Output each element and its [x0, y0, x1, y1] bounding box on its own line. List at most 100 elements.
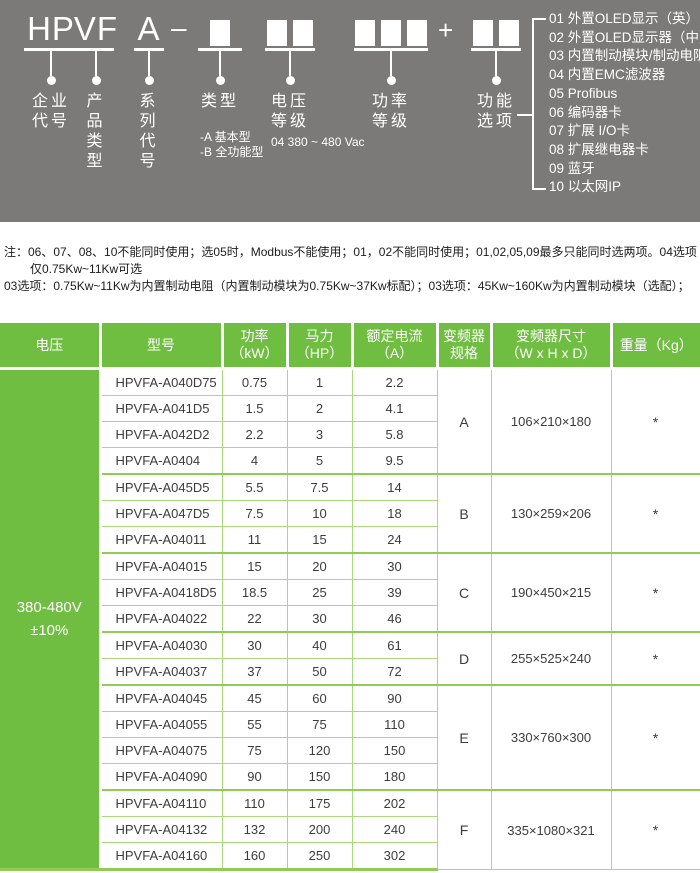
dims-group-cell: 106×210×180 [490, 367, 612, 475]
table-row: HPVFA-A04090 90 150 180 [0, 763, 700, 791]
kw-cell: 90 [221, 763, 288, 791]
weight-group-cell: * [610, 473, 700, 554]
hp-cell: 40 [286, 631, 353, 659]
hp-cell: 150 [286, 763, 353, 791]
model-cell: HPVFA-A0404 [99, 447, 223, 475]
underline [78, 48, 114, 51]
type-label: 类型 [200, 93, 239, 110]
connector-line [148, 51, 150, 76]
placeholder-box [407, 20, 427, 46]
table-row: HPVFA-A047D5 7.5 10 18 [0, 500, 700, 527]
table-row: HPVFA-A04022 22 30 46 [0, 605, 700, 633]
connector-dot [144, 76, 154, 85]
kw-cell: 132 [221, 816, 288, 843]
hp-cell: 175 [286, 789, 353, 817]
underline [198, 48, 242, 51]
option-item: 04 内置EMC滤波器 [549, 67, 666, 83]
code-part-series: A 系列 代号 [134, 10, 164, 172]
dash-separator: – [171, 12, 187, 43]
connector-line [95, 51, 97, 76]
hp-cell: 2 [286, 395, 353, 422]
model-cell: HPVFA-A04090 [99, 763, 223, 791]
connector-dot [215, 76, 225, 85]
kw-cell: 22 [221, 605, 288, 633]
placeholder-boxes [267, 14, 313, 46]
model-cell: HPVFA-A04015 [99, 552, 223, 580]
option-item: 03 内置制动模块/制动电阻 [549, 48, 700, 64]
table-row: HPVFA-A04132 132 200 240 [0, 816, 700, 843]
table-row: HPVFA-A04015 15 20 30 C 190×450×215 * [0, 552, 700, 633]
amps-cell: 202 [351, 789, 438, 817]
dims-group-cell: 255×525×240 [490, 631, 612, 686]
option-item: 10 以太网IP [549, 179, 622, 195]
placeholder-boxes [210, 14, 230, 46]
kw-cell: 37 [221, 658, 288, 686]
col-header-dims: 变频器尺寸 （W x H x D） [489, 323, 613, 370]
code-part-product: VF 产品 类型 [74, 12, 117, 172]
amps-cell: 46 [351, 605, 438, 633]
amps-cell: 90 [351, 684, 438, 712]
underline [265, 48, 315, 51]
hp-cell: 200 [286, 816, 353, 843]
series-code-label: 系列 代号 [139, 93, 159, 170]
placeholder-box [473, 20, 493, 46]
table-row: HPVFA-A04075 75 120 150 [0, 737, 700, 764]
amps-cell: 24 [351, 526, 438, 554]
model-cell: HPVFA-A047D5 [99, 500, 223, 527]
amps-cell: 14 [351, 473, 438, 501]
hp-cell: 75 [286, 711, 353, 738]
product-code-label: 产品 类型 [86, 93, 106, 170]
amps-cell: 39 [351, 579, 438, 606]
model-cell: HPVFA-A045D5 [99, 473, 223, 501]
connector-dot [285, 76, 295, 85]
kw-cell: 18.5 [221, 579, 288, 606]
kw-cell: 0.75 [221, 367, 288, 396]
header-row: 电压 型号 功率 （kW） 马力 （HP） 额定电流 （A） 变频器 规格 变频… [0, 323, 700, 370]
col-header-power: 功率 （kW） [220, 323, 289, 370]
voltage-class-label: 电压 等级 [270, 93, 309, 130]
connector-line [390, 51, 392, 76]
hp-cell: 1 [286, 367, 353, 396]
type-options-note: -A 基本型 -B 全功能型 [200, 130, 264, 159]
model-cell: HPVFA-A04037 [99, 658, 223, 686]
col-header-voltage: 电压 [0, 323, 102, 370]
model-cell: HPVFA-A04160 [99, 842, 223, 871]
placeholder-box [355, 20, 375, 46]
connector-line [289, 51, 291, 76]
spec-group-cell: B [436, 473, 492, 554]
weight-group-cell: * [610, 631, 700, 686]
note-paragraph-1: 注：06、07、08、10不能同时使用；选05时，Modbus不能使用；01，0… [4, 245, 697, 276]
model-cell: HPVFA-A04011 [99, 526, 223, 554]
table-row: HPVFA-A04030 30 40 61 D 255×525×240 * [0, 631, 700, 686]
spec-group-cell: C [436, 552, 492, 633]
kw-cell: 110 [221, 789, 288, 817]
placeholder-box [293, 20, 313, 46]
code-part-power-class: 功率 等级 [354, 14, 428, 132]
option-item: 07 扩展 I/O卡 [549, 123, 631, 139]
options-bracket-connector [517, 114, 532, 116]
amps-cell: 61 [351, 631, 438, 659]
placeholder-box [267, 20, 287, 46]
kw-cell: 75 [221, 737, 288, 764]
series-code-text: A [137, 10, 161, 47]
table-row: HPVFA-A045D5 5.5 7.5 14 B 130×259×206 * [0, 473, 700, 554]
amps-cell: 180 [351, 763, 438, 791]
spec-group-cell: A [436, 367, 492, 475]
code-part-function-options: 功能 选项 [471, 14, 521, 132]
options-bracket-bottom-tick [532, 188, 546, 190]
placeholder-box [499, 20, 519, 46]
weight-group-cell: * [610, 552, 700, 633]
code-part-company: HP 企业 代号 [24, 12, 78, 132]
kw-cell: 11 [221, 526, 288, 554]
hp-cell: 15 [286, 526, 353, 554]
col-header-spec: 变频器 规格 [435, 323, 493, 370]
table-row: HPVFA-A04045 45 60 90 E 330×760×300 * [0, 684, 700, 791]
hp-cell: 60 [286, 684, 353, 712]
hp-cell: 250 [286, 842, 353, 871]
amps-cell: 30 [351, 552, 438, 580]
amps-cell: 2.2 [351, 367, 438, 396]
amps-cell: 240 [351, 816, 438, 843]
note-paragraph-2: 03选项：0.75Kw~11Kw为内置制动电阻（内置制动模块为0.75Kw~37… [4, 279, 690, 293]
col-header-current: 额定电流 （A） [350, 323, 439, 370]
